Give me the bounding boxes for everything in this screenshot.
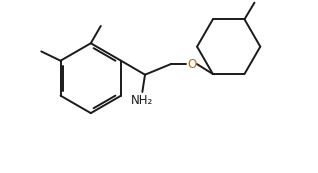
Text: O: O — [187, 58, 196, 71]
Text: NH₂: NH₂ — [131, 94, 154, 107]
